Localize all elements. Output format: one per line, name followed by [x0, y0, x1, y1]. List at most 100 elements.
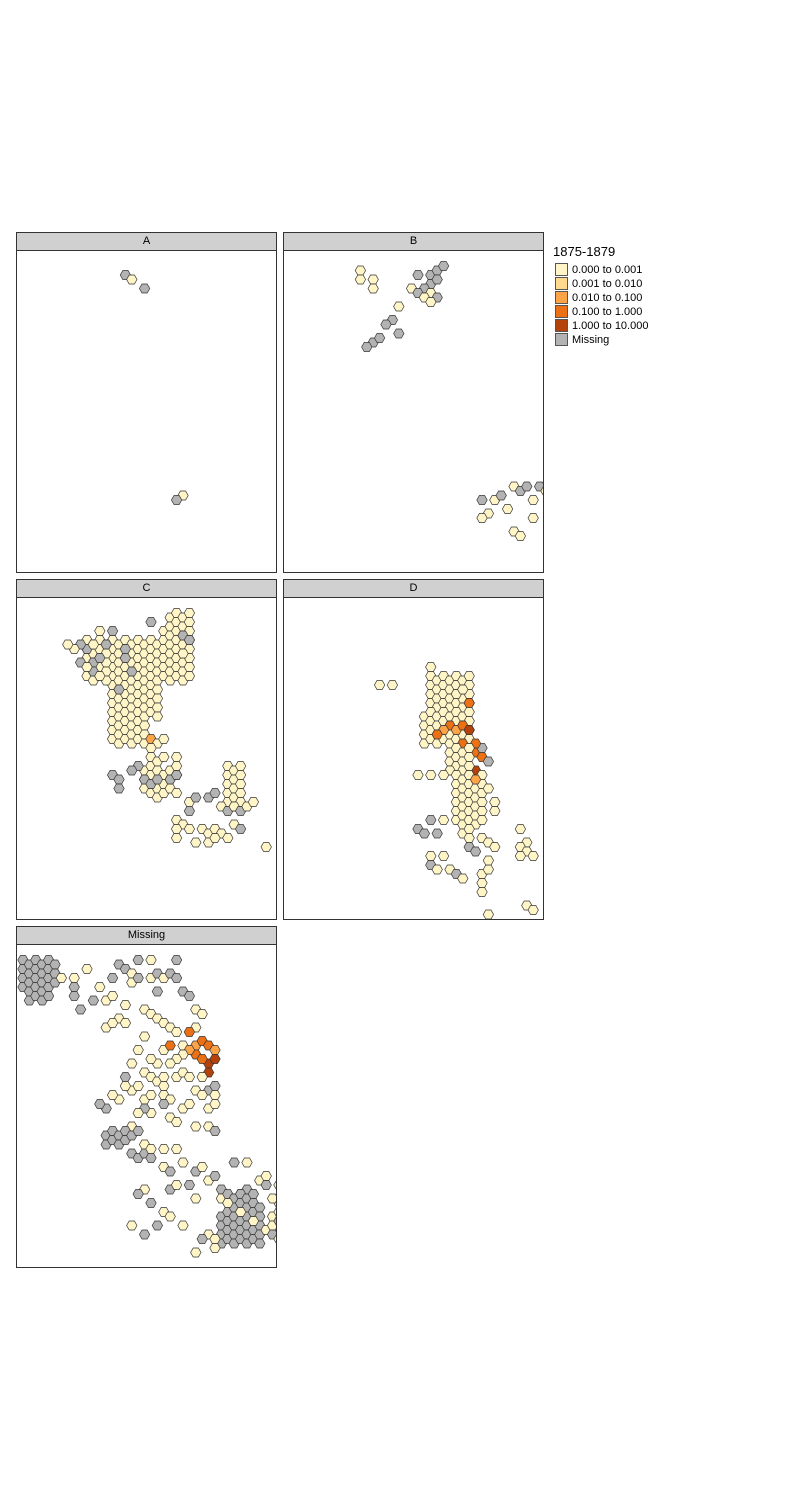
hex-cell — [463, 824, 475, 834]
hex-cell — [151, 986, 164, 997]
hex-cell — [158, 1144, 170, 1154]
hex-cell — [132, 1081, 144, 1091]
hex-cell — [463, 698, 475, 708]
hex-cell — [87, 995, 100, 1006]
hex-cell — [540, 486, 543, 496]
hex-cell — [482, 855, 495, 866]
legend-title: 1875-1879 — [553, 244, 616, 259]
hex-cell — [431, 828, 443, 839]
legend-item: 0.100 to 1.000 — [553, 305, 642, 319]
hex-cell — [138, 283, 151, 294]
hex-cell — [68, 973, 80, 983]
hex-cell — [196, 1162, 208, 1172]
hex-cell — [514, 531, 527, 541]
hex-cell — [151, 702, 164, 713]
hex-cell — [106, 991, 119, 1001]
hex-cell — [158, 1081, 170, 1091]
hex-cell — [113, 684, 125, 695]
hex-cell — [81, 964, 93, 974]
legend-swatch — [555, 333, 568, 346]
hex-cell — [138, 1229, 151, 1240]
hex-cell — [145, 743, 157, 753]
hex-cell — [209, 833, 221, 843]
hex-cell — [151, 774, 164, 785]
hex-cell — [412, 270, 424, 280]
hex-cell — [425, 815, 437, 825]
hex-cell — [196, 1072, 208, 1082]
hex-cell — [119, 1081, 132, 1091]
hex-cell — [463, 707, 475, 717]
legend-item: Missing — [553, 333, 615, 347]
hex-cell — [489, 806, 501, 816]
hex-cell — [209, 1090, 221, 1100]
legend-item: 0.001 to 0.010 — [553, 277, 642, 291]
hex-cell — [367, 274, 379, 285]
hex-cell — [247, 1189, 260, 1199]
hex-cell — [170, 1117, 183, 1127]
hex-cell — [373, 680, 386, 690]
hex-cell — [190, 837, 202, 848]
hex-cell — [145, 617, 157, 627]
hex-cell — [170, 833, 183, 843]
hex-cell — [431, 864, 443, 875]
hex-cell — [437, 815, 450, 825]
hex-cell — [190, 1193, 202, 1204]
hex-cell — [260, 1171, 272, 1181]
hex-cell — [514, 851, 527, 861]
hex-cell — [183, 1072, 196, 1082]
hex-cell — [158, 752, 170, 762]
hex-cell — [209, 1045, 221, 1055]
hex-cell — [241, 1157, 253, 1168]
hex-cell — [260, 842, 272, 852]
hex-cell — [106, 626, 119, 636]
hex-cell — [190, 792, 202, 803]
hex-cell — [354, 274, 367, 285]
hex-cell — [158, 1072, 170, 1082]
hex-cell — [476, 815, 488, 825]
hex-cell — [126, 274, 138, 285]
hex-cell — [87, 639, 100, 650]
hex-cell — [354, 265, 367, 276]
hex-cell — [151, 711, 164, 722]
hex-cell — [42, 991, 55, 1001]
hex-cell — [437, 851, 450, 861]
hex-cell — [170, 761, 183, 771]
hex-cell — [170, 1180, 183, 1190]
legend-label: 0.001 to 0.010 — [572, 278, 643, 290]
legend-swatch — [555, 305, 568, 318]
hex-cell — [463, 752, 475, 762]
hex-cell — [119, 1000, 132, 1010]
hex-cell — [431, 274, 443, 285]
hex-cell — [209, 1126, 221, 1136]
hex-cell — [527, 851, 539, 861]
legend-label: Missing — [572, 334, 610, 346]
hex-cell — [158, 734, 170, 744]
hex-map-missing — [17, 955, 276, 1258]
hex-cell — [476, 797, 488, 807]
hex-cell — [183, 662, 196, 672]
hex-cell — [234, 761, 247, 771]
legend-label: 0.010 to 0.100 — [572, 292, 643, 304]
hex-cell — [196, 1090, 208, 1100]
hex-cell — [521, 481, 533, 492]
hex-cell — [412, 770, 424, 780]
hex-cell — [209, 1081, 221, 1091]
hex-cell — [145, 1054, 157, 1064]
hex-cell — [126, 765, 138, 776]
hex-cell — [234, 779, 247, 789]
hex-cell — [138, 1031, 151, 1042]
hex-cell — [170, 1027, 183, 1037]
hex-cell — [425, 297, 437, 307]
hex-cell — [254, 1202, 266, 1213]
hex-cell — [209, 1234, 221, 1244]
hex-cell — [190, 1121, 202, 1132]
hex-cell — [209, 1171, 221, 1181]
hex-cell — [469, 846, 482, 857]
hex-cell — [183, 1099, 196, 1109]
hex-cell — [145, 1153, 157, 1163]
hex-cell — [183, 671, 196, 681]
hex-cell — [373, 333, 386, 343]
legend-swatch — [555, 277, 568, 290]
hex-cell — [132, 1126, 144, 1136]
hex-cell — [234, 770, 247, 780]
